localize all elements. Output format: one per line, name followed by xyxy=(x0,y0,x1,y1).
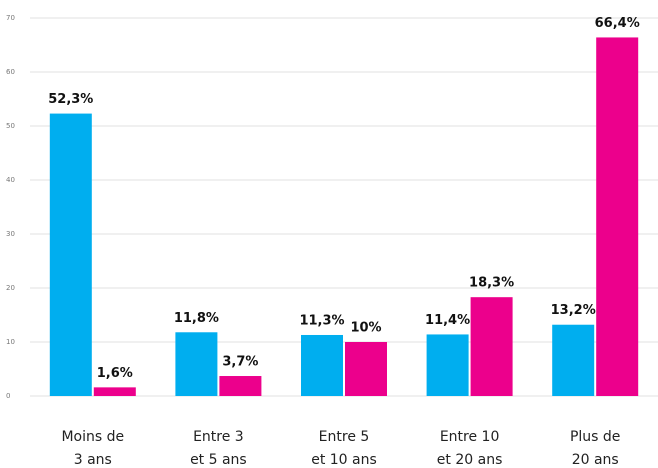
value-label: 18,3% xyxy=(469,276,514,291)
bar xyxy=(345,342,387,396)
y-tick-label: 70 xyxy=(6,14,15,22)
x-tick-line: et 5 ans xyxy=(190,452,247,468)
bar xyxy=(219,376,262,396)
y-tick-label: 60 xyxy=(6,68,15,76)
value-label: 11,8% xyxy=(174,311,219,326)
x-tick-line: Plus de xyxy=(570,429,620,445)
bar xyxy=(470,297,513,396)
x-tick-label: Entre 10 et 20 ans xyxy=(437,429,503,468)
x-tick-line: Moins de xyxy=(61,429,124,445)
x-tick-line: 20 ans xyxy=(572,452,619,468)
x-tick-line: Entre 10 xyxy=(440,429,500,445)
bar xyxy=(552,324,595,396)
x-tick-label: Entre 5 et 10 ans xyxy=(311,429,377,468)
value-label: 1,6% xyxy=(97,366,133,381)
x-tick-line: Entre 5 xyxy=(319,429,370,445)
value-label: 11,3% xyxy=(299,313,344,328)
x-tick-label: Moins de 3 ans xyxy=(61,429,124,468)
y-tick-label: 50 xyxy=(6,122,15,130)
y-tick-label: 0 xyxy=(6,392,10,400)
bar xyxy=(426,334,469,396)
x-tick-label: Entre 3 et 5 ans xyxy=(190,429,247,468)
value-label: 66,4% xyxy=(595,16,640,31)
y-tick-label: 20 xyxy=(6,284,15,292)
bar xyxy=(596,37,639,396)
y-tick-label: 10 xyxy=(6,338,15,346)
y-tick-label: 40 xyxy=(6,176,15,184)
value-label: 11,4% xyxy=(425,313,470,328)
bar xyxy=(301,334,343,396)
bar xyxy=(49,113,92,396)
x-tick-label: Plus de 20 ans xyxy=(570,429,620,468)
x-tick-line: 3 ans xyxy=(74,452,112,468)
value-label: 52,3% xyxy=(48,92,93,107)
bar xyxy=(93,387,136,396)
value-label: 13,2% xyxy=(551,303,596,318)
x-tick-line: et 20 ans xyxy=(437,452,503,468)
bar xyxy=(175,332,218,396)
value-label: 10% xyxy=(350,321,381,336)
value-label: 3,7% xyxy=(222,355,258,370)
x-tick-line: et 10 ans xyxy=(311,452,377,468)
x-tick-line: Entre 3 xyxy=(193,429,244,445)
y-tick-label: 30 xyxy=(6,230,15,238)
